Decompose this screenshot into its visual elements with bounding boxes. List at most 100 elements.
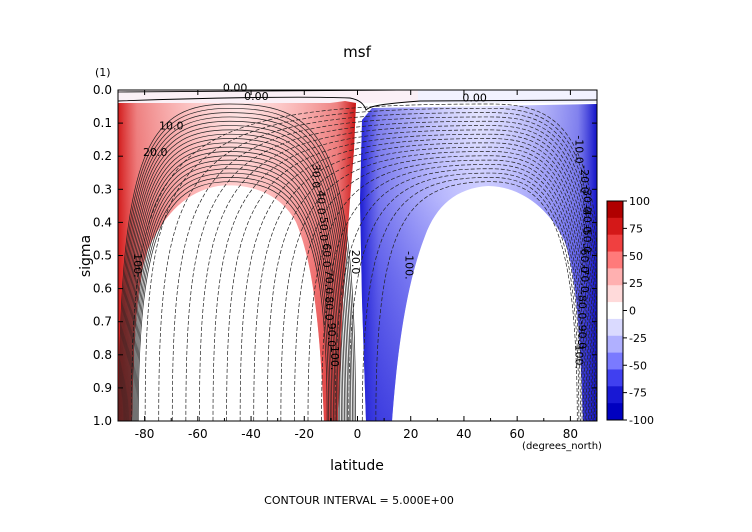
colorbar-tick-label: -75 [629, 387, 647, 400]
colorbar-segment [607, 285, 623, 303]
zero-contour-line [118, 96, 597, 111]
contour-label: -60.0 [578, 245, 591, 273]
y-tick-label: 0.0 [93, 83, 112, 97]
y-units-label: (1) [95, 66, 111, 79]
x-axis-ticks: -80 -60 -40 -20 0 20 40 60 80 [117, 90, 598, 441]
colorbar-tick-label: 0 [629, 305, 636, 318]
contour-label: 80.0 [323, 296, 336, 321]
colorbar-segment [607, 403, 623, 421]
x-tick-label: 80 [563, 427, 578, 441]
y-tick-label: 0.7 [93, 315, 112, 329]
southern-contour-line [126, 133, 345, 421]
contour-label: 20.0 [349, 250, 362, 275]
northern-contour-line [307, 159, 586, 421]
northern-contour-line [212, 129, 597, 421]
colorbar-segment [607, 234, 623, 253]
colorbar-segment [607, 386, 623, 404]
northern-contour-lines [131, 103, 597, 421]
contour-label: -80.0 [575, 291, 588, 319]
northern-contour-line [375, 181, 578, 421]
contour-label: -100. [573, 341, 586, 369]
colorbar-tick-label: 25 [629, 277, 643, 290]
y-tick-label: 0.5 [93, 249, 112, 263]
contour-label: 0.00 [244, 90, 269, 103]
northern-contour-line [294, 155, 588, 421]
northern-contour-line [226, 133, 596, 421]
contour-label: 10.0 [159, 120, 184, 133]
x-tick-label: 60 [510, 427, 525, 441]
southern-contour-line [129, 146, 341, 421]
southern-contour-line [132, 159, 336, 421]
southern-contour-line [119, 107, 355, 421]
colorbar-segment [607, 318, 623, 337]
southern-contour-line [125, 129, 347, 421]
colorbar-segment [607, 369, 623, 387]
southern-contour-line [131, 155, 337, 421]
contour-label: -50.0 [581, 225, 594, 253]
northern-contour-line [266, 146, 591, 421]
plot-area [118, 90, 597, 421]
x-tick-label: -80 [135, 427, 155, 441]
chart-title: msf [343, 43, 371, 61]
y-tick-label: 0.6 [93, 282, 112, 296]
colorbar-tick-label: -50 [629, 359, 647, 372]
contour-label: 20.0 [143, 146, 168, 159]
contour-labels: 0.000.00 0.0010.020.030.040.050.060.070.0… [131, 82, 594, 371]
contour-label: 100. [131, 253, 144, 278]
x-tick-label: 0 [354, 427, 362, 441]
y-tick-label: 0.8 [93, 348, 112, 362]
colorbar-segment [607, 335, 623, 354]
x-tick-label: 20 [403, 427, 418, 441]
contour-label: -20.0 [578, 165, 591, 193]
colorbar-tick-label: -100 [629, 414, 654, 427]
southern-contour-line [137, 181, 328, 421]
x-tick-label: -60 [188, 427, 208, 441]
northern-contour-line [239, 138, 594, 421]
contour-label: 70.0 [323, 270, 336, 295]
southern-contour-line [134, 168, 333, 421]
northern-contour-line [334, 168, 583, 421]
contour-label: 50.0 [317, 217, 330, 242]
y-tick-label: 0.1 [93, 116, 112, 130]
northern-contour-line [158, 112, 597, 421]
northern-contour-line [185, 120, 597, 421]
southern-contour-line [124, 125, 349, 421]
northern-contour-line [280, 151, 589, 421]
contour-label: -70.0 [578, 264, 591, 292]
y-tick-label: 0.3 [93, 182, 112, 196]
southern-contour-line [121, 116, 352, 421]
x-units-label: (degrees_north) [522, 441, 602, 452]
colorbar-segment [607, 352, 623, 370]
colorbar-tick-label: 50 [629, 250, 643, 263]
y-tick-label: 0.9 [93, 381, 112, 395]
contour-label: 100. [328, 346, 341, 371]
colorbar-tick-label: -25 [629, 332, 647, 345]
colorbar-segment [607, 268, 623, 286]
southern-contour-line [128, 142, 342, 421]
contour-label: -100. [402, 251, 415, 279]
contour-label: -30.0 [581, 185, 594, 213]
contour-label: 30.0 [309, 164, 322, 189]
colorbar-tick-label: 75 [629, 222, 643, 235]
y-tick-label: 1.0 [93, 414, 112, 428]
colorbar-segment [607, 201, 623, 219]
northern-contour-line [144, 107, 597, 421]
contour-label: -10.0 [573, 135, 586, 163]
southern-contour-line [136, 177, 330, 421]
northern-contour-line [348, 172, 581, 421]
contour-interval-footer: CONTOUR INTERVAL = 5.000E+00 [264, 494, 454, 507]
northern-contour-line [131, 103, 597, 421]
y-axis-ticks: 0.0 0.1 0.2 0.3 0.4 0.5 0.6 0.7 0.8 0.9 1.0 [93, 83, 597, 428]
x-tick-label: 40 [456, 427, 471, 441]
colorbar-tick-label: 100 [629, 195, 650, 208]
northern-contour-line [199, 125, 597, 421]
contour-label: 90.0 [325, 323, 338, 348]
y-tick-label: 0.2 [93, 149, 112, 163]
contour-label: -40.0 [581, 205, 594, 233]
southern-contour-line [127, 138, 344, 421]
colorbar-segment [607, 217, 623, 236]
x-tick-label: -40 [241, 427, 261, 441]
southern-contour-line [120, 112, 353, 421]
southern-contour-line [135, 172, 331, 421]
x-tick-label: -20 [294, 427, 314, 441]
